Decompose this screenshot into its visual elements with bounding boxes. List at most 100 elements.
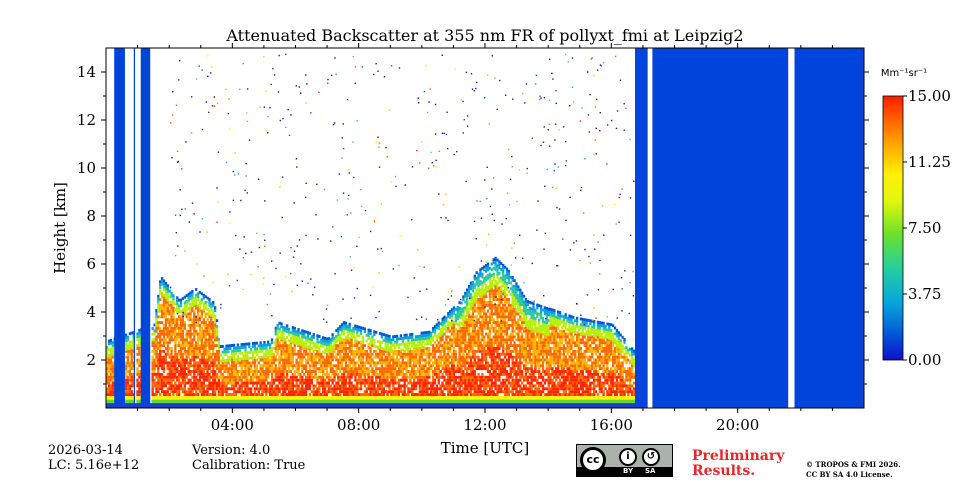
backscatter-cell bbox=[409, 352, 412, 356]
backscatter-cell bbox=[162, 315, 166, 319]
backscatter-cell bbox=[466, 311, 469, 315]
backscatter-cell bbox=[483, 355, 486, 359]
backscatter-cell bbox=[200, 370, 204, 373]
backscatter-cell bbox=[486, 265, 490, 269]
backscatter-cell bbox=[236, 375, 240, 379]
backscatter-cell bbox=[467, 310, 471, 314]
surface-band bbox=[467, 399, 471, 404]
backscatter-cell bbox=[342, 341, 346, 345]
backscatter-cell bbox=[428, 367, 431, 371]
backscatter-cell bbox=[168, 301, 171, 304]
backscatter-cell bbox=[232, 355, 236, 359]
backscatter-cell bbox=[229, 347, 232, 350]
surface-band bbox=[217, 399, 221, 404]
backscatter-cell bbox=[198, 309, 202, 313]
backscatter-cell bbox=[270, 387, 274, 391]
backscatter-cell bbox=[272, 387, 276, 391]
backscatter-cell bbox=[483, 347, 486, 350]
backscatter-cell bbox=[198, 318, 202, 322]
backscatter-cell bbox=[191, 304, 194, 308]
surface-band bbox=[124, 396, 128, 400]
backscatter-cell bbox=[456, 311, 459, 315]
backscatter-cell bbox=[160, 358, 164, 362]
backscatter-cell bbox=[238, 378, 241, 382]
backscatter-cell bbox=[111, 370, 114, 373]
backscatter-cell bbox=[380, 358, 384, 362]
backscatter-cell bbox=[282, 384, 285, 388]
backscatter-cell bbox=[276, 329, 279, 333]
backscatter-cell bbox=[212, 347, 215, 350]
backscatter-cell bbox=[356, 384, 359, 388]
backscatter-cell bbox=[477, 335, 480, 339]
surface-band bbox=[348, 396, 351, 400]
surface-band bbox=[329, 396, 332, 400]
backscatter-cell bbox=[202, 375, 205, 379]
backscatter-cell bbox=[388, 337, 391, 341]
backscatter-cell bbox=[371, 384, 374, 388]
backscatter-cell bbox=[320, 384, 323, 388]
backscatter-cell bbox=[223, 359, 226, 363]
surface-band bbox=[475, 399, 478, 404]
backscatter-cell bbox=[397, 367, 401, 371]
surface-band bbox=[193, 399, 196, 404]
backscatter-cell bbox=[282, 334, 285, 338]
backscatter-cell bbox=[299, 381, 302, 385]
backscatter-cell bbox=[217, 370, 221, 373]
surface-band bbox=[401, 396, 404, 400]
backscatter-cell bbox=[172, 326, 175, 330]
backscatter-cell bbox=[462, 324, 465, 327]
backscatter-cell bbox=[486, 375, 490, 379]
backscatter-cell bbox=[375, 381, 378, 385]
backscatter-cell bbox=[268, 358, 272, 362]
backscatter-cell bbox=[198, 332, 202, 336]
surface-band bbox=[172, 396, 175, 400]
backscatter-cell bbox=[198, 344, 202, 348]
backscatter-cell bbox=[210, 321, 213, 324]
backscatter-cell bbox=[204, 341, 207, 345]
backscatter-cell bbox=[185, 315, 188, 319]
backscatter-cell bbox=[301, 358, 304, 362]
backscatter-cell bbox=[401, 361, 404, 365]
surface-band bbox=[456, 396, 459, 400]
backscatter-cell bbox=[310, 378, 313, 382]
backscatter-cell bbox=[327, 390, 331, 394]
backscatter-cell bbox=[439, 333, 442, 337]
backscatter-cell bbox=[244, 345, 247, 349]
backscatter-cell bbox=[231, 344, 234, 347]
backscatter-cell bbox=[466, 300, 469, 303]
backscatter-cell bbox=[106, 393, 109, 396]
backscatter-cell bbox=[386, 381, 389, 385]
backscatter-cell bbox=[403, 381, 406, 385]
backscatter-cell bbox=[157, 344, 160, 348]
backscatter-cell bbox=[164, 298, 168, 301]
backscatter-cell bbox=[450, 308, 454, 312]
backscatter-cell bbox=[168, 367, 171, 371]
backscatter-cell bbox=[217, 378, 221, 382]
backscatter-cell bbox=[130, 364, 133, 368]
backscatter-cell bbox=[189, 338, 192, 342]
backscatter-cell bbox=[225, 353, 228, 357]
backscatter-cell bbox=[198, 384, 202, 388]
backscatter-cell bbox=[479, 315, 482, 319]
backscatter-cell bbox=[384, 367, 387, 371]
backscatter-cell bbox=[200, 387, 204, 391]
backscatter-cell bbox=[303, 349, 306, 353]
backscatter-cell bbox=[477, 329, 480, 333]
backscatter-cell bbox=[166, 347, 169, 350]
backscatter-cell bbox=[428, 352, 431, 356]
backscatter-cell bbox=[342, 349, 346, 353]
backscatter-cell bbox=[168, 329, 171, 333]
surface-band bbox=[193, 396, 196, 400]
backscatter-cell bbox=[166, 344, 169, 348]
backscatter-cell bbox=[214, 372, 217, 376]
backscatter-cell bbox=[485, 289, 488, 293]
backscatter-cell bbox=[301, 384, 304, 388]
backscatter-cell bbox=[450, 338, 454, 342]
backscatter-cell bbox=[356, 381, 359, 385]
backscatter-cell bbox=[435, 387, 439, 391]
backscatter-cell bbox=[441, 358, 444, 362]
backscatter-cell bbox=[405, 352, 408, 356]
backscatter-cell bbox=[426, 372, 429, 376]
backscatter-cell bbox=[195, 390, 198, 394]
backscatter-cell bbox=[420, 364, 423, 368]
